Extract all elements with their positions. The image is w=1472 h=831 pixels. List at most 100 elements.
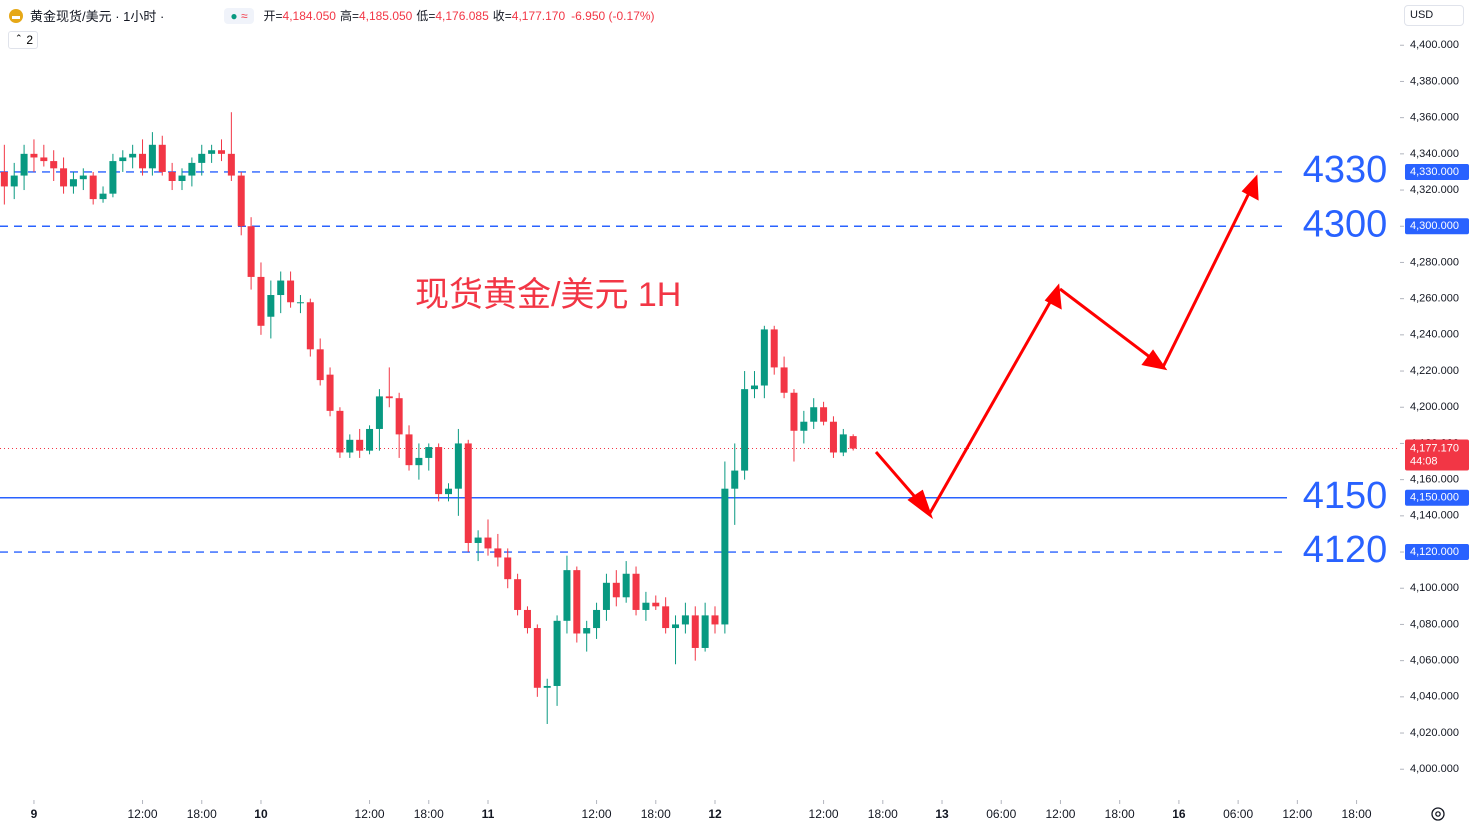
ohlc-label: 高= bbox=[339, 9, 359, 23]
candle bbox=[158, 135, 166, 176]
ohlc-label: 开= bbox=[263, 9, 283, 23]
candle-body bbox=[178, 175, 186, 181]
candle-body bbox=[602, 582, 610, 610]
level-label: 4300 bbox=[1303, 203, 1388, 245]
arrow bbox=[928, 296, 1055, 514]
candle bbox=[20, 144, 28, 191]
candle bbox=[504, 548, 512, 589]
forecast-arrows bbox=[874, 174, 1259, 520]
gear-center[interactable] bbox=[1435, 811, 1441, 817]
candle-body bbox=[69, 179, 77, 187]
candle-body bbox=[750, 385, 758, 390]
y-tick-label: 4,060.000 bbox=[1410, 655, 1459, 667]
candle bbox=[820, 401, 828, 426]
candle-body bbox=[790, 392, 798, 431]
y-tick-label: 4,140.000 bbox=[1410, 510, 1459, 522]
candle-body bbox=[119, 157, 127, 162]
y-tick-label: 4,240.000 bbox=[1410, 329, 1459, 341]
candle bbox=[375, 389, 383, 451]
gear[interactable] bbox=[1431, 807, 1445, 821]
candle-body bbox=[820, 407, 828, 422]
candle bbox=[523, 606, 531, 634]
arrow bbox=[1161, 188, 1253, 368]
level-axis-box bbox=[1405, 218, 1469, 235]
candle-body bbox=[316, 349, 324, 381]
candle bbox=[593, 602, 601, 639]
candle bbox=[316, 338, 324, 386]
x-tick-label: 18:00 bbox=[414, 807, 444, 821]
candle-body bbox=[267, 295, 275, 317]
currency-button[interactable]: USD bbox=[1404, 5, 1464, 26]
candle-body bbox=[593, 609, 601, 629]
candle bbox=[257, 262, 265, 335]
candle bbox=[652, 595, 660, 610]
candle-body bbox=[287, 280, 295, 303]
candle-body bbox=[474, 537, 482, 543]
candle-body bbox=[237, 175, 245, 227]
candle-body bbox=[839, 434, 847, 453]
ohlc-label: 低= bbox=[416, 9, 436, 23]
candle-body bbox=[139, 153, 147, 169]
settings-icon[interactable] bbox=[1431, 807, 1445, 821]
candle bbox=[741, 371, 749, 480]
arrow bbox=[1059, 287, 1156, 363]
candle bbox=[237, 171, 245, 236]
candle bbox=[474, 530, 482, 562]
candle bbox=[602, 573, 610, 621]
x-tick-label: 10 bbox=[254, 807, 268, 821]
candle bbox=[583, 620, 591, 652]
candle bbox=[287, 271, 295, 308]
candle bbox=[0, 144, 8, 205]
candle bbox=[30, 139, 38, 172]
candle bbox=[800, 410, 808, 444]
arrow-head bbox=[1141, 349, 1168, 371]
candle-body bbox=[168, 171, 176, 181]
candle-body bbox=[296, 302, 304, 304]
candle-body bbox=[79, 175, 87, 180]
candle bbox=[543, 678, 551, 724]
candle-body bbox=[563, 570, 571, 621]
candle-body bbox=[533, 628, 541, 688]
arrow-head bbox=[1241, 174, 1259, 201]
last-price-label: 4,177.170 bbox=[1410, 442, 1459, 454]
candle bbox=[731, 443, 739, 525]
candle bbox=[612, 570, 620, 607]
indicator-count[interactable]: ⌃ 2 bbox=[8, 31, 38, 49]
candle-body bbox=[415, 457, 423, 466]
candle bbox=[829, 416, 837, 458]
y-tick-label: 4,040.000 bbox=[1410, 691, 1459, 703]
symbol[interactable]: 黄金现货/美元 · 1小时 · bbox=[30, 9, 165, 24]
candle bbox=[198, 144, 206, 176]
candle-body bbox=[691, 615, 699, 648]
candle-body bbox=[573, 570, 581, 634]
x-tick-label: 11 bbox=[482, 807, 495, 821]
level-axis-box bbox=[1405, 544, 1469, 561]
candle bbox=[849, 434, 857, 451]
candle-body bbox=[770, 329, 778, 368]
candle-body bbox=[346, 439, 354, 453]
candle-body bbox=[701, 615, 709, 648]
candle bbox=[553, 615, 561, 706]
candle bbox=[89, 171, 97, 205]
x-tick-label: 12:00 bbox=[809, 807, 839, 821]
last-price-box bbox=[1405, 439, 1469, 471]
x-tick-label: 12:00 bbox=[1045, 807, 1075, 821]
candle bbox=[435, 443, 443, 502]
candle bbox=[336, 407, 344, 458]
candle-body bbox=[672, 624, 680, 629]
ohlc: 开=4,184.050 高=4,185.050 低=4,176.085 收=4,177… bbox=[260, 7, 566, 24]
candle-body bbox=[326, 374, 334, 411]
candle bbox=[109, 153, 117, 198]
level-axis-box bbox=[1405, 489, 1469, 506]
candle bbox=[217, 139, 225, 162]
level-axis-label: 4,150.000 bbox=[1410, 492, 1459, 504]
candle bbox=[425, 443, 433, 471]
candle bbox=[839, 428, 847, 457]
status-pill[interactable]: ● ≈ bbox=[224, 7, 254, 24]
candle bbox=[119, 150, 127, 172]
candle-body bbox=[800, 421, 808, 431]
candle bbox=[50, 150, 58, 181]
candle-body bbox=[523, 609, 531, 629]
level-axis-box bbox=[1405, 163, 1469, 180]
